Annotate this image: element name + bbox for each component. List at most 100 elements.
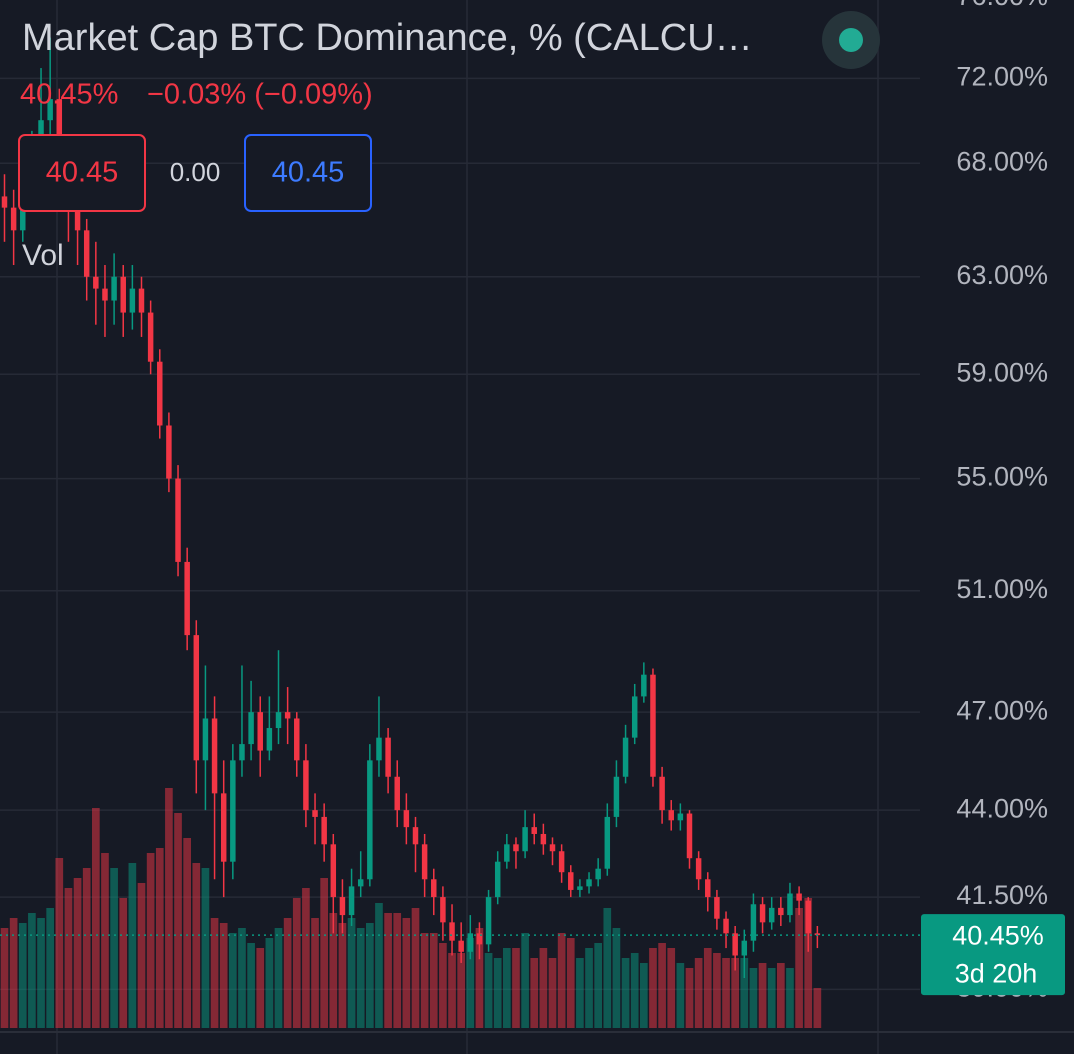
candle-body (668, 810, 674, 821)
volume-bar (639, 963, 648, 1028)
candle-body (650, 674, 656, 777)
volume-bar (466, 938, 475, 1028)
candle-body (513, 844, 519, 852)
candle-body (796, 893, 802, 901)
candle-body (303, 760, 309, 811)
candle-body (714, 897, 720, 919)
volume-bar (210, 918, 219, 1028)
volume-bar (795, 908, 803, 1028)
volume-bar (228, 933, 237, 1028)
candle-body (641, 674, 647, 697)
volume-bar (283, 918, 292, 1028)
volume-bar (749, 968, 758, 1028)
candle-body (385, 737, 391, 777)
volume-bar (274, 928, 283, 1028)
volume-bar (238, 928, 246, 1028)
volume-bar (347, 918, 356, 1028)
chart-title: Market Cap BTC Dominance, % (CALCU… (22, 17, 753, 59)
volume-bar (630, 953, 639, 1028)
volume-bar (384, 913, 392, 1028)
candle-body (586, 879, 592, 887)
y-tick-label: 47.00% (956, 695, 1048, 725)
volume-label: Vol (22, 239, 64, 272)
candle-body (485, 897, 492, 945)
candle-body (504, 844, 510, 862)
candle-body (129, 288, 136, 313)
candle-body (266, 728, 273, 751)
candle-body (83, 230, 90, 277)
volume-bar (685, 968, 694, 1028)
candles (0, 37, 920, 979)
candle-body (56, 99, 63, 164)
candle-body (321, 816, 327, 845)
status-dot (839, 28, 863, 52)
candle-body (458, 940, 464, 952)
candle-body (1, 196, 8, 208)
candle-body (157, 361, 163, 426)
legend: Market Cap BTC Dominance, % (CALCU… 40.4… (18, 11, 880, 272)
volume-bar (722, 958, 730, 1028)
candle-body (120, 276, 126, 313)
candle-body (522, 827, 528, 852)
volume-bar (776, 963, 785, 1028)
volume-bar (46, 908, 55, 1028)
price-axis: 76.00% 72.00% 68.00% 63.00% 59.00% 55.00% 51.0… (921, 0, 1065, 1003)
volume-bar (530, 958, 539, 1028)
volume-bar (512, 948, 520, 1028)
volume-bar (91, 808, 100, 1028)
volume-bar (429, 933, 438, 1028)
candle-body (540, 833, 547, 845)
candle-body (476, 933, 483, 945)
volume-bar (375, 903, 383, 1028)
candle-body (732, 933, 738, 956)
candle-body (367, 760, 373, 880)
y-tick-label: 41.50% (956, 880, 1048, 910)
volume-bar (502, 948, 511, 1028)
volume-bar (420, 933, 429, 1028)
candle-body (10, 207, 17, 231)
volume-bar (493, 958, 502, 1028)
volume-bar (585, 948, 593, 1028)
volume-bar (713, 953, 721, 1028)
candle-body (494, 861, 501, 898)
candle-body (147, 312, 154, 362)
candle-body (814, 933, 821, 936)
candle-body (175, 478, 181, 562)
sell-button[interactable] (18, 134, 146, 212)
candle-body (348, 886, 355, 916)
volume-bar (448, 953, 456, 1028)
y-tick-label: 44.00% (956, 793, 1048, 823)
volume-bar (137, 883, 146, 1028)
bid-price: 40.45 (46, 157, 119, 189)
volume-bar (484, 953, 493, 1028)
volume-bar (256, 948, 265, 1028)
volume-bar (101, 853, 109, 1028)
volume-bar (703, 948, 712, 1028)
volume-bar (183, 838, 192, 1028)
volume-bar (566, 938, 575, 1028)
volume-bar (694, 958, 703, 1028)
volume-bar (28, 913, 36, 1028)
price-text: 40.45% (20, 79, 118, 111)
volume-bar (439, 943, 447, 1028)
volume-bar (649, 948, 657, 1028)
countdown: 3d 20h (955, 958, 1038, 988)
candle-body (440, 897, 446, 923)
candle-body (166, 425, 172, 479)
volume-bar (119, 898, 128, 1028)
candle-body (339, 897, 346, 916)
volume-bar (320, 878, 329, 1028)
volume-bar (402, 918, 411, 1028)
last-price-box (921, 914, 1065, 996)
volume-bar (37, 918, 45, 1028)
candle-body (257, 712, 263, 751)
candle-body (431, 879, 437, 898)
buy-button[interactable] (244, 134, 372, 212)
candle-body (403, 810, 410, 828)
volume-bar (292, 898, 301, 1028)
volume-bar (64, 888, 73, 1028)
volume-bar (155, 848, 164, 1028)
volume-bar (146, 853, 155, 1028)
y-tick-label: 76.00% (956, 0, 1048, 11)
